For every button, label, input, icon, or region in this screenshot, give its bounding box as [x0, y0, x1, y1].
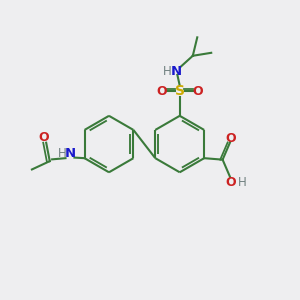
- Text: H: H: [238, 176, 246, 189]
- Text: H: H: [58, 147, 67, 160]
- Text: O: O: [225, 176, 236, 189]
- Text: N: N: [65, 147, 76, 160]
- Text: N: N: [171, 65, 182, 78]
- Text: O: O: [225, 132, 236, 145]
- Text: O: O: [38, 131, 49, 144]
- Text: O: O: [156, 85, 166, 98]
- Text: O: O: [193, 85, 203, 98]
- Text: S: S: [175, 84, 185, 98]
- Text: H: H: [163, 65, 171, 78]
